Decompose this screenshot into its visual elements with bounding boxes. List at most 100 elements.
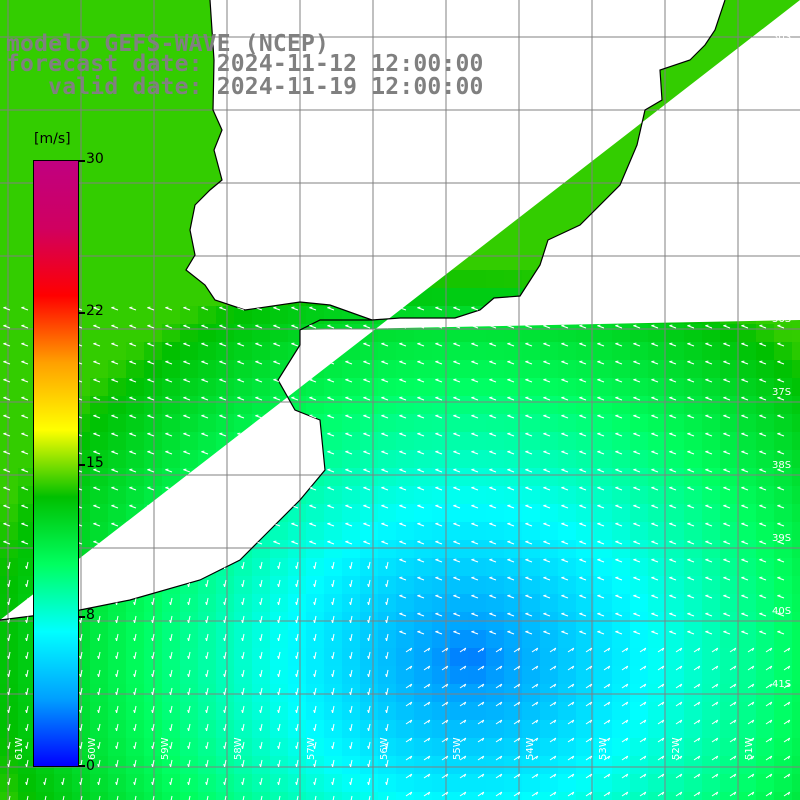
wind-arrow — [597, 613, 605, 617]
wind-arrow-head — [385, 763, 388, 768]
wind-speed-cell — [432, 270, 450, 288]
wind-arrow — [723, 631, 731, 635]
wind-speed-cell — [702, 162, 720, 180]
wind-arrow — [345, 469, 353, 473]
wind-speed-cell — [612, 774, 630, 792]
wind-arrow — [8, 777, 11, 785]
wind-arrow — [705, 613, 713, 617]
wind-speed-cell — [558, 108, 576, 126]
wind-arrow — [561, 577, 569, 581]
wind-speed-cell — [216, 162, 234, 180]
wind-arrow — [741, 325, 749, 329]
wind-arrow-head — [553, 647, 557, 651]
wind-arrow — [657, 665, 665, 671]
wind-arrow — [507, 595, 515, 599]
wind-speed-cell — [648, 720, 666, 738]
wind-speed-cell — [612, 432, 630, 450]
wind-speed-cell — [594, 198, 612, 216]
wind-speed-cell — [234, 522, 252, 540]
wind-arrow — [350, 633, 353, 641]
wind-arrow — [417, 415, 425, 419]
wind-speed-cell — [216, 0, 234, 18]
wind-arrow — [219, 325, 227, 329]
wind-speed-cell — [378, 108, 396, 126]
wind-arrow-head — [769, 647, 773, 651]
wind-speed-cell — [684, 720, 702, 738]
wind-arrow — [453, 469, 461, 473]
wind-arrow-head — [661, 791, 665, 795]
wind-speed-cell — [612, 378, 630, 396]
wind-arrow — [495, 773, 503, 779]
wind-arrow — [399, 469, 407, 473]
wind-arrow-head — [97, 781, 100, 786]
wind-arrow — [633, 577, 641, 581]
wind-arrow — [8, 561, 11, 569]
wind-speed-cell — [576, 576, 594, 594]
wind-arrow-head — [349, 727, 352, 732]
wind-speed-cell — [630, 162, 648, 180]
wind-speed-cell — [0, 288, 18, 306]
wind-arrow — [741, 433, 749, 437]
wind-arrow — [579, 343, 587, 347]
wind-speed-cell — [324, 486, 342, 504]
wind-arrow — [206, 795, 209, 800]
wind-arrow-head — [169, 781, 172, 786]
wind-arrow — [507, 541, 515, 545]
wind-speed-cell — [468, 360, 486, 378]
wind-speed-cell — [558, 0, 576, 18]
wind-arrow — [201, 451, 209, 455]
wind-arrow — [777, 523, 785, 527]
wind-arrow — [255, 433, 263, 437]
wind-speed-cell — [774, 216, 792, 234]
wind-arrow — [651, 559, 659, 563]
wind-arrow-head — [535, 719, 539, 723]
wind-speed-cell — [450, 486, 468, 504]
wind-speed-cell — [702, 432, 720, 450]
wind-speed-cell — [558, 432, 576, 450]
wind-arrow — [134, 597, 137, 605]
wind-arrow — [435, 541, 443, 545]
wind-arrow-head — [169, 637, 172, 642]
wind-speed-cell — [612, 288, 630, 306]
wind-arrow — [603, 719, 611, 725]
wind-arrow-head — [133, 619, 136, 624]
wind-arrow — [579, 433, 587, 437]
wind-arrow — [165, 343, 173, 347]
wind-speed-cell — [414, 414, 432, 432]
wind-speed-cell — [180, 0, 198, 18]
wind-arrow-head — [427, 683, 431, 687]
wind-speed-cell — [504, 522, 522, 540]
wind-speed-cell — [396, 252, 414, 270]
wind-speed-cell — [702, 522, 720, 540]
wind-arrow — [152, 687, 155, 695]
wind-speed-cell — [432, 18, 450, 36]
wind-arrow — [129, 343, 137, 347]
wind-arrow-head — [7, 673, 10, 678]
wind-speed-cell — [540, 72, 558, 90]
wind-speed-cell — [126, 432, 144, 450]
wind-speed-cell — [702, 288, 720, 306]
wind-arrow — [224, 597, 227, 605]
wind-arrow — [597, 379, 605, 383]
wind-speed-cell — [396, 630, 414, 648]
wind-arrow — [453, 451, 461, 455]
wind-speed-cell — [162, 540, 180, 558]
wind-speed-cell — [522, 648, 540, 666]
wind-speed-cell — [558, 288, 576, 306]
wind-speed-cell — [594, 468, 612, 486]
wind-arrow-head — [277, 565, 280, 570]
wind-arrow-head — [115, 763, 118, 768]
wind-speed-cell — [180, 90, 198, 108]
wind-speed-cell — [126, 234, 144, 252]
wind-arrow-head — [241, 619, 244, 624]
wind-arrow — [206, 579, 209, 587]
wind-speed-cell — [432, 234, 450, 252]
wind-arrow — [507, 631, 515, 635]
wind-speed-cell — [612, 594, 630, 612]
wind-speed-cell — [792, 36, 800, 54]
wind-speed-cell — [378, 126, 396, 144]
wind-arrow-head — [313, 673, 316, 678]
wind-arrow — [507, 505, 515, 509]
wind-speed-cell — [234, 360, 252, 378]
wind-arrow-head — [385, 601, 388, 606]
